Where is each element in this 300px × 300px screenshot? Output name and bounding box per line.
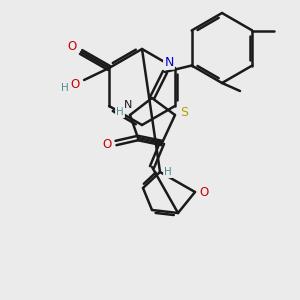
Text: H: H [164,167,172,177]
Text: H: H [116,107,124,117]
Text: N: N [164,56,174,68]
Text: H: H [61,83,69,93]
Text: O: O [102,139,112,152]
Text: O: O [200,185,208,199]
Text: O: O [70,79,80,92]
Text: N: N [124,100,132,110]
Text: S: S [180,106,188,119]
Text: O: O [68,40,77,53]
